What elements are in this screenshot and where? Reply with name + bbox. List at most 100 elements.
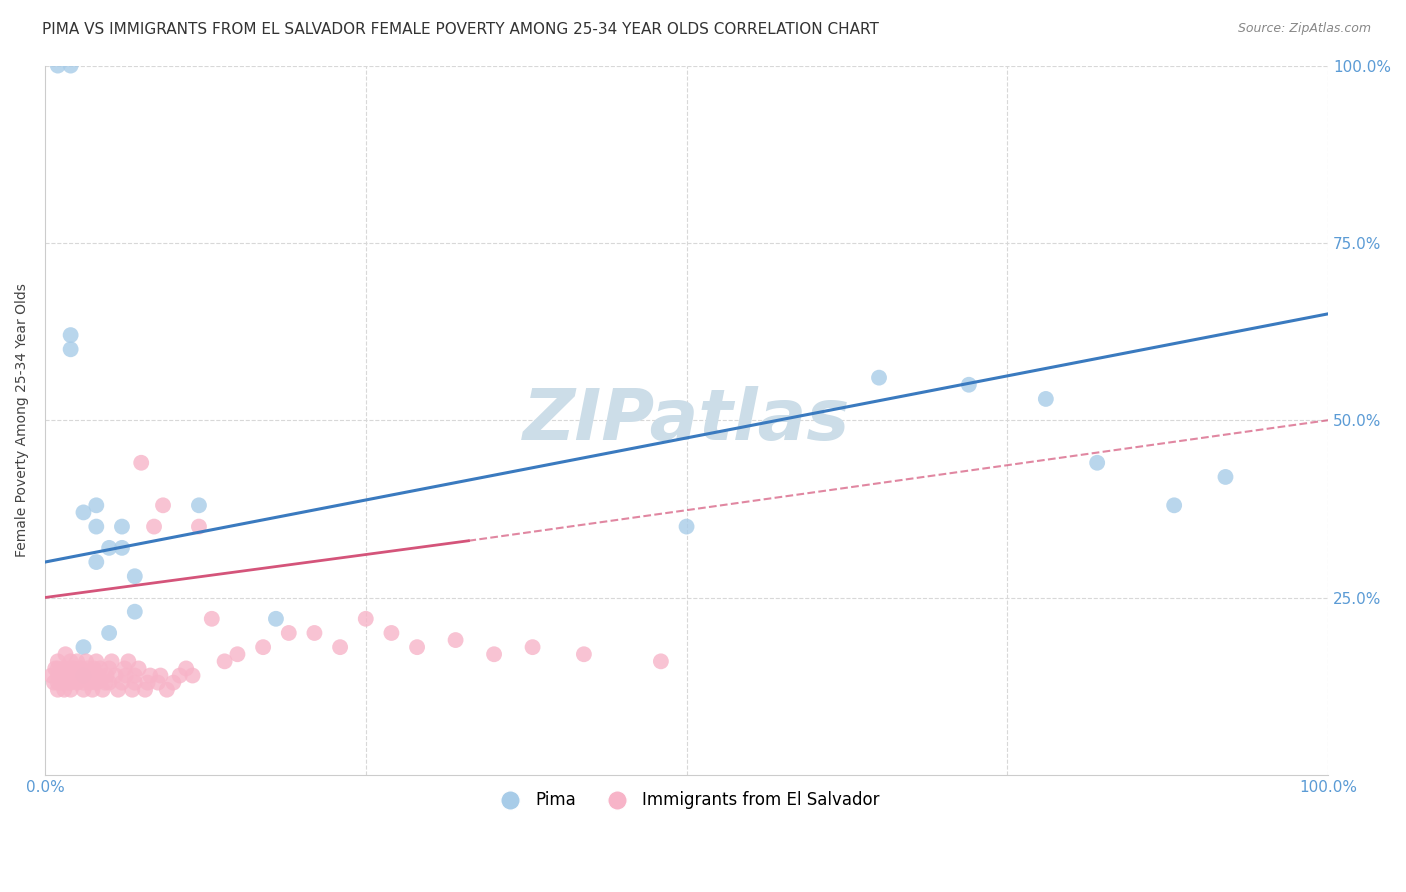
Point bbox=[76, 661, 98, 675]
Point bbox=[152, 498, 174, 512]
Point bbox=[72, 640, 94, 655]
Point bbox=[82, 682, 104, 697]
Point bbox=[59, 682, 82, 697]
Point bbox=[124, 605, 146, 619]
Point bbox=[277, 626, 299, 640]
Point bbox=[56, 675, 79, 690]
Point bbox=[129, 456, 152, 470]
Point bbox=[107, 682, 129, 697]
Point bbox=[114, 668, 136, 682]
Point bbox=[134, 682, 156, 697]
Point bbox=[84, 519, 107, 533]
Point bbox=[98, 541, 121, 555]
Point bbox=[136, 675, 159, 690]
Point bbox=[98, 661, 121, 675]
Point bbox=[868, 370, 890, 384]
Point bbox=[72, 682, 94, 697]
Point bbox=[1035, 392, 1057, 406]
Point bbox=[226, 647, 249, 661]
Point bbox=[143, 519, 166, 533]
Point bbox=[42, 675, 65, 690]
Point bbox=[201, 612, 224, 626]
Point bbox=[84, 675, 107, 690]
Text: Source: ZipAtlas.com: Source: ZipAtlas.com bbox=[1237, 22, 1371, 36]
Point bbox=[79, 675, 101, 690]
Point bbox=[44, 661, 66, 675]
Point bbox=[49, 668, 72, 682]
Point bbox=[63, 668, 86, 682]
Point bbox=[181, 668, 204, 682]
Point bbox=[72, 675, 94, 690]
Text: ZIPatlas: ZIPatlas bbox=[523, 385, 851, 455]
Point bbox=[84, 668, 107, 682]
Point bbox=[69, 668, 91, 682]
Point bbox=[84, 654, 107, 668]
Point bbox=[84, 498, 107, 512]
Point bbox=[1163, 498, 1185, 512]
Point bbox=[59, 675, 82, 690]
Point bbox=[128, 661, 150, 675]
Point bbox=[72, 505, 94, 519]
Point bbox=[111, 519, 134, 533]
Y-axis label: Female Poverty Among 25-34 Year Olds: Female Poverty Among 25-34 Year Olds bbox=[15, 284, 30, 558]
Point bbox=[264, 612, 287, 626]
Point bbox=[139, 668, 162, 682]
Point bbox=[46, 654, 69, 668]
Point bbox=[59, 668, 82, 682]
Point bbox=[96, 668, 118, 682]
Point bbox=[98, 626, 121, 640]
Point bbox=[75, 654, 97, 668]
Point bbox=[89, 661, 111, 675]
Point bbox=[124, 668, 146, 682]
Point bbox=[675, 519, 697, 533]
Point bbox=[174, 661, 197, 675]
Point bbox=[304, 626, 326, 640]
Legend: Pima, Immigrants from El Salvador: Pima, Immigrants from El Salvador bbox=[486, 785, 887, 816]
Point bbox=[482, 647, 505, 661]
Point bbox=[59, 328, 82, 343]
Point bbox=[188, 519, 211, 533]
Point bbox=[162, 675, 184, 690]
Point bbox=[72, 668, 94, 682]
Point bbox=[124, 569, 146, 583]
Point bbox=[70, 661, 93, 675]
Point bbox=[55, 647, 77, 661]
Point bbox=[59, 654, 82, 668]
Point bbox=[84, 555, 107, 569]
Point bbox=[46, 661, 69, 675]
Point bbox=[83, 661, 105, 675]
Point bbox=[124, 675, 146, 690]
Point bbox=[214, 654, 236, 668]
Point bbox=[149, 668, 172, 682]
Text: PIMA VS IMMIGRANTS FROM EL SALVADOR FEMALE POVERTY AMONG 25-34 YEAR OLDS CORRELA: PIMA VS IMMIGRANTS FROM EL SALVADOR FEMA… bbox=[42, 22, 879, 37]
Point bbox=[117, 654, 139, 668]
Point bbox=[156, 682, 179, 697]
Point bbox=[87, 668, 110, 682]
Point bbox=[1215, 470, 1237, 484]
Point bbox=[62, 661, 84, 675]
Point bbox=[46, 668, 69, 682]
Point bbox=[59, 343, 82, 357]
Point bbox=[51, 675, 73, 690]
Point bbox=[53, 661, 76, 675]
Point bbox=[111, 675, 134, 690]
Point bbox=[91, 682, 114, 697]
Point bbox=[66, 654, 89, 668]
Point bbox=[354, 612, 377, 626]
Point bbox=[72, 668, 94, 682]
Point bbox=[59, 661, 82, 675]
Point bbox=[53, 682, 76, 697]
Point bbox=[121, 682, 143, 697]
Point bbox=[104, 668, 127, 682]
Point bbox=[1085, 456, 1108, 470]
Point bbox=[252, 640, 274, 655]
Point bbox=[100, 654, 122, 668]
Point bbox=[46, 59, 69, 73]
Point bbox=[56, 668, 79, 682]
Point bbox=[66, 675, 89, 690]
Point bbox=[98, 675, 121, 690]
Point bbox=[46, 682, 69, 697]
Point bbox=[406, 640, 429, 655]
Point bbox=[572, 647, 595, 661]
Point bbox=[522, 640, 544, 655]
